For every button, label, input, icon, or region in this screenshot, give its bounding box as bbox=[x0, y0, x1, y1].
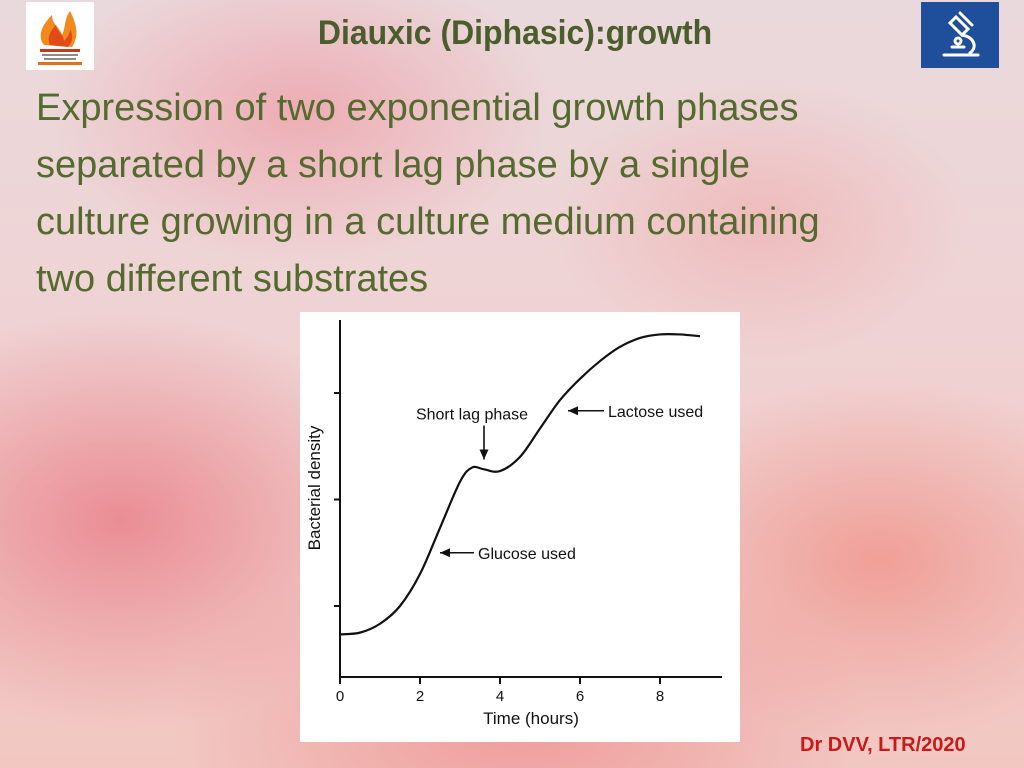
annotation-label: Lactose used bbox=[608, 404, 703, 421]
definition-line: culture growing in a culture medium cont… bbox=[36, 201, 820, 243]
definition-line: Expression of two exponential growth pha… bbox=[36, 87, 799, 129]
glucose-arrow bbox=[440, 548, 474, 558]
lag-arrow bbox=[479, 425, 489, 460]
tick-group: 0 2 4 6 8 bbox=[334, 392, 664, 705]
growth-chart: 0 2 4 6 8 Glucose used Short lag phase Lactose… bbox=[300, 312, 740, 742]
definition-text: Expression of two exponential growth pha… bbox=[36, 80, 996, 308]
microscope-icon bbox=[921, 2, 999, 68]
annotation-label: Glucose used bbox=[478, 546, 576, 563]
x-tick-label: 6 bbox=[576, 688, 584, 705]
flame-emblem-logo bbox=[26, 2, 94, 70]
definition-line: separated by a short lag phase by a sing… bbox=[36, 144, 751, 186]
annotation-label: Short lag phase bbox=[416, 407, 528, 424]
x-tick-label: 8 bbox=[656, 688, 664, 705]
x-tick-label: 2 bbox=[416, 688, 424, 705]
growth-curve bbox=[339, 332, 701, 636]
slide-title: Diauxic (Diphasic):growth bbox=[317, 14, 713, 52]
annotation-group: Glucose used Short lag phase Lactose used bbox=[416, 404, 703, 563]
x-tick-label: 0 bbox=[336, 688, 344, 705]
x-axis-label: Time (hours) bbox=[483, 709, 579, 728]
definition-line: two different substrates bbox=[36, 258, 429, 300]
y-axis-label: Bacterial density bbox=[305, 425, 324, 550]
lactose-arrow bbox=[568, 406, 604, 416]
author-credit: Dr DVV, LTR/2020 bbox=[800, 734, 966, 756]
growth-chart-svg: 0 2 4 6 8 Glucose used Short lag phase Lactose… bbox=[305, 320, 722, 728]
x-tick-label: 4 bbox=[496, 688, 504, 705]
